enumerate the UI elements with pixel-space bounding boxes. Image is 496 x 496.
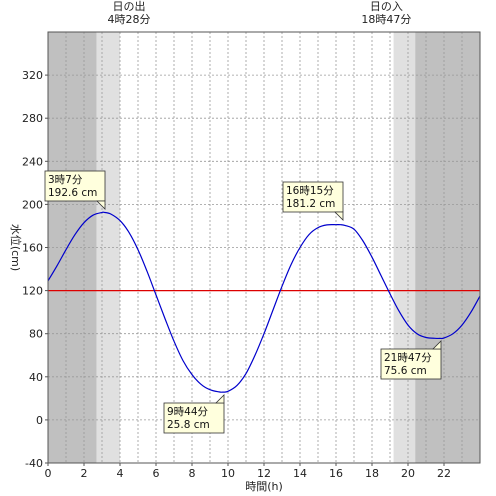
- annotation-box: [44, 170, 106, 202]
- annotation-box: [163, 402, 225, 434]
- x-tick-label: 4: [117, 467, 124, 480]
- sunrise-time: 4時28分: [108, 13, 151, 26]
- y-axis-label: 水位(cm): [9, 224, 23, 271]
- annotation-value: 192.6 cm: [48, 187, 97, 199]
- x-tick-label: 14: [293, 467, 307, 480]
- y-tick-label: -40: [25, 457, 43, 470]
- annotation-time: 21時47分: [384, 352, 432, 364]
- sun-times: 日の出 4時28分 日の入 18時47分: [108, 0, 412, 26]
- x-tick-label: 8: [189, 467, 196, 480]
- y-tick-label: 80: [29, 328, 43, 341]
- x-tick-label: 2: [81, 467, 88, 480]
- sunrise-label: 日の出: [113, 0, 146, 13]
- x-axis-label: 時間(h): [245, 480, 283, 493]
- annotation-box: [282, 181, 344, 213]
- annotation-value: 75.6 cm: [384, 365, 427, 377]
- y-tick-label: 120: [22, 285, 43, 298]
- annotation-time: 9時44分: [167, 406, 209, 418]
- sunset-time: 18時47分: [361, 13, 411, 26]
- y-tick-label: 280: [22, 112, 43, 125]
- y-tick-label: 160: [22, 242, 43, 255]
- x-tick-label: 20: [401, 467, 415, 480]
- y-tick-label: 40: [29, 371, 43, 384]
- x-tick-label: 6: [153, 467, 160, 480]
- y-tick-labels: -40 0 40 80 120 160 200 240 280 320: [22, 69, 48, 470]
- x-tick-label: 12: [257, 467, 271, 480]
- annotation-value: 181.2 cm: [286, 198, 335, 210]
- annotation-value: 25.8 cm: [167, 419, 210, 431]
- x-tick-label: 22: [437, 467, 451, 480]
- x-tick-label: 0: [45, 467, 52, 480]
- y-tick-label: 200: [22, 198, 43, 211]
- annotation-pointer: [96, 200, 106, 210]
- x-tick-label: 18: [365, 467, 379, 480]
- annotation-time: 3時7分: [48, 174, 83, 186]
- annotation-pointer: [334, 211, 344, 221]
- annotation-pointer: [432, 340, 442, 350]
- annotation-pointer: [215, 394, 225, 404]
- tide-curve: [47, 211, 481, 393]
- annotation-box: [380, 348, 442, 380]
- x-tick-label: 10: [221, 467, 235, 480]
- y-tick-label: 240: [22, 155, 43, 168]
- annotation-time: 16時15分: [286, 185, 334, 197]
- y-tick-label: 0: [36, 414, 43, 427]
- y-tick-label: 320: [22, 69, 43, 82]
- sunset-label: 日の入: [370, 0, 403, 13]
- x-tick-labels: 0 2 4 6 8 10 12 14 16 18 20 22: [45, 463, 451, 480]
- x-tick-label: 16: [329, 467, 343, 480]
